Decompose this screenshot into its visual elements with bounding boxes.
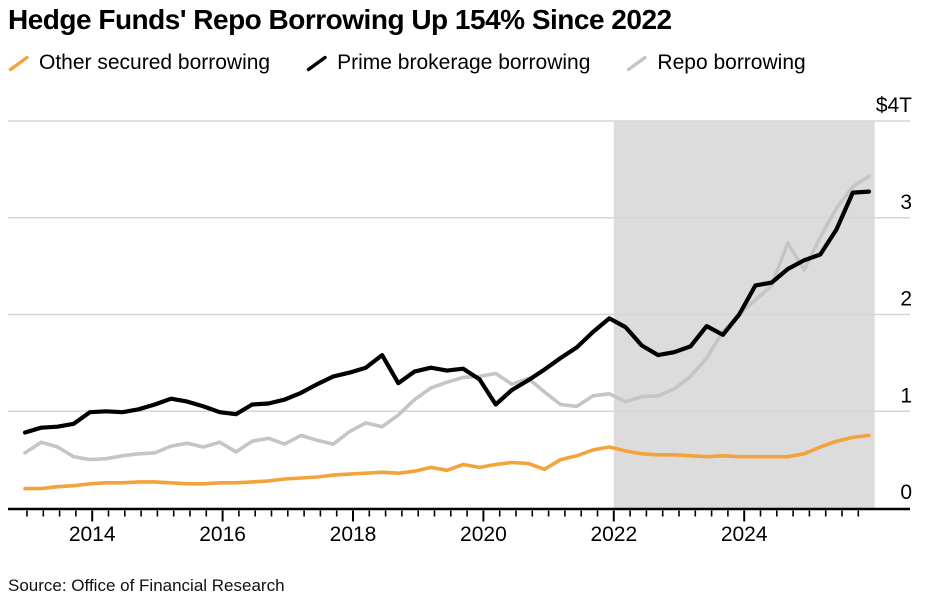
y-axis-label: $4T xyxy=(876,94,912,117)
x-axis-label: 2014 xyxy=(69,523,116,546)
legend-label-repo: Repo borrowing xyxy=(657,51,806,74)
legend: Other secured borrowing Prime brokerage … xyxy=(8,51,806,75)
gray-slash-line xyxy=(627,55,648,71)
legend-label-prime-brokerage: Prime brokerage borrowing xyxy=(337,51,591,74)
legend-label-other-secured: Other secured borrowing xyxy=(39,51,271,74)
x-axis-label: 2016 xyxy=(199,523,246,546)
y-axis-label: 0 xyxy=(900,481,912,504)
y-axis-label: 3 xyxy=(900,191,912,214)
y-axis-label: 1 xyxy=(900,384,912,407)
legend-item-repo: Repo borrowing xyxy=(626,51,806,75)
black-slash-icon xyxy=(306,55,327,71)
source-note: Source: Office of Financial Research xyxy=(8,576,285,595)
x-axis-label: 2020 xyxy=(460,523,507,546)
y-axis-label: 2 xyxy=(900,288,912,311)
x-axis-label: 2024 xyxy=(721,523,768,546)
series-line-prime-brokerage xyxy=(22,189,872,435)
black-slash-line xyxy=(306,55,327,71)
orange-slash-line xyxy=(8,55,29,71)
x-axis-label: 2022 xyxy=(590,523,637,546)
orange-slash-icon xyxy=(8,55,29,71)
legend-item-prime-brokerage: Prime brokerage borrowing xyxy=(306,51,590,75)
series-line-other-secured xyxy=(23,433,871,491)
gray-slash-icon xyxy=(627,55,648,71)
x-axis-label: 2018 xyxy=(330,523,377,546)
page-title: Hedge Funds' Repo Borrowing Up 154% Sinc… xyxy=(8,4,672,35)
legend-item-other-secured: Other secured borrowing xyxy=(8,51,270,75)
